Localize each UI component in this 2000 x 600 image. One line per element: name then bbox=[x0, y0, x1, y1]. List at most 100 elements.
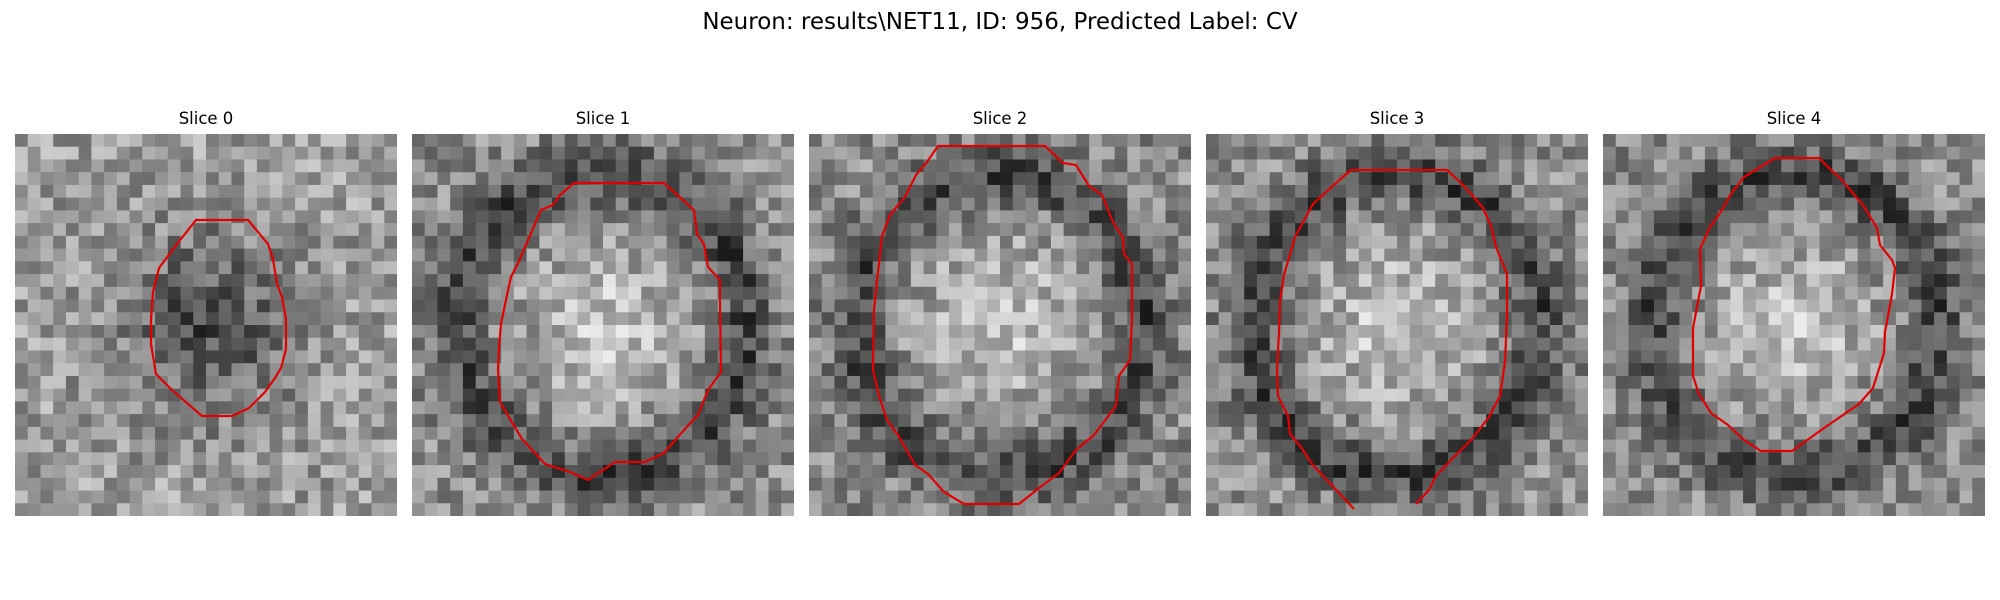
pixel bbox=[936, 388, 950, 402]
pixel bbox=[346, 286, 360, 301]
pixel bbox=[1384, 210, 1398, 224]
pixel bbox=[1000, 477, 1014, 492]
pixel bbox=[1743, 426, 1757, 441]
pixel bbox=[1768, 261, 1782, 275]
slice-1-image bbox=[412, 134, 794, 516]
pixel bbox=[1231, 274, 1245, 288]
pixel bbox=[1371, 248, 1385, 262]
pixel bbox=[1206, 312, 1220, 326]
pixel bbox=[1012, 414, 1027, 428]
pixel bbox=[898, 312, 912, 326]
pixel bbox=[1244, 401, 1258, 415]
pixel bbox=[653, 414, 668, 428]
pixel bbox=[1921, 172, 1935, 186]
pixel bbox=[1562, 426, 1576, 441]
pixel bbox=[1486, 477, 1500, 492]
pixel bbox=[1089, 477, 1103, 492]
pixel bbox=[641, 426, 655, 441]
pixel bbox=[552, 401, 566, 415]
pixel bbox=[155, 477, 169, 492]
pixel bbox=[949, 337, 963, 352]
pixel bbox=[564, 414, 579, 428]
pixel bbox=[859, 375, 874, 390]
pixel bbox=[1511, 184, 1525, 199]
pixel bbox=[679, 261, 693, 275]
pixel bbox=[590, 134, 604, 148]
pixel bbox=[1050, 159, 1065, 173]
pixel bbox=[1127, 439, 1141, 453]
pixel bbox=[821, 401, 836, 415]
pixel bbox=[1114, 210, 1128, 224]
pixel bbox=[1704, 325, 1719, 339]
pixel bbox=[1934, 465, 1948, 479]
pixel bbox=[358, 439, 373, 453]
pixel bbox=[692, 146, 706, 161]
pixel bbox=[1615, 363, 1630, 377]
pixel bbox=[526, 503, 540, 516]
pixel bbox=[1679, 146, 1693, 161]
pixel bbox=[40, 388, 54, 402]
pixel bbox=[923, 490, 937, 504]
pixel bbox=[1282, 159, 1296, 173]
pixel bbox=[1679, 350, 1693, 364]
pixel bbox=[244, 401, 258, 415]
pixel bbox=[1012, 401, 1027, 415]
pixel bbox=[116, 337, 131, 352]
pixel bbox=[717, 350, 731, 364]
pixel bbox=[231, 477, 245, 492]
pixel bbox=[730, 465, 744, 479]
pixel bbox=[269, 325, 283, 339]
pixel bbox=[1666, 490, 1680, 504]
pixel bbox=[834, 325, 848, 339]
pixel bbox=[743, 312, 757, 326]
pixel bbox=[539, 350, 553, 364]
pixel bbox=[1114, 172, 1128, 186]
pixel bbox=[462, 248, 477, 262]
pixel bbox=[1269, 452, 1283, 466]
pixel bbox=[371, 286, 385, 301]
pixel bbox=[155, 274, 169, 288]
pixel bbox=[898, 184, 912, 199]
pixel bbox=[1781, 325, 1795, 339]
pixel bbox=[809, 503, 823, 516]
pixel bbox=[218, 388, 233, 402]
pixel bbox=[1000, 223, 1014, 237]
pixel bbox=[1575, 286, 1588, 301]
pixel bbox=[256, 235, 271, 250]
pixel bbox=[781, 210, 794, 224]
pixel bbox=[834, 452, 848, 466]
pixel bbox=[1959, 414, 1973, 428]
pixel bbox=[1679, 490, 1693, 504]
pixel bbox=[1908, 274, 1922, 288]
pixel bbox=[1794, 477, 1808, 492]
pixel bbox=[590, 299, 604, 313]
pixel bbox=[666, 134, 680, 148]
pixel bbox=[1206, 490, 1220, 504]
pixel bbox=[1679, 184, 1693, 199]
pixel bbox=[1256, 274, 1271, 288]
pixel bbox=[552, 439, 566, 453]
pixel bbox=[1447, 401, 1462, 415]
pixel bbox=[78, 465, 92, 479]
pixel bbox=[129, 363, 143, 377]
pixel bbox=[1562, 210, 1576, 224]
pixel bbox=[1206, 401, 1220, 415]
pixel bbox=[1895, 159, 1910, 173]
pixel bbox=[1473, 452, 1487, 466]
pixel bbox=[1025, 452, 1039, 466]
pixel bbox=[1768, 414, 1782, 428]
pixel bbox=[768, 375, 782, 390]
pixel bbox=[1282, 337, 1296, 352]
pixel bbox=[1307, 299, 1322, 313]
pixel bbox=[1307, 363, 1322, 377]
pixel bbox=[539, 477, 553, 492]
pixel bbox=[653, 134, 668, 148]
pixel bbox=[603, 184, 617, 199]
pixel bbox=[717, 146, 731, 161]
pixel bbox=[1114, 477, 1128, 492]
pixel bbox=[1562, 172, 1576, 186]
pixel bbox=[821, 388, 836, 402]
pixel bbox=[809, 197, 823, 211]
pixel bbox=[743, 363, 757, 377]
pixel bbox=[1946, 414, 1961, 428]
